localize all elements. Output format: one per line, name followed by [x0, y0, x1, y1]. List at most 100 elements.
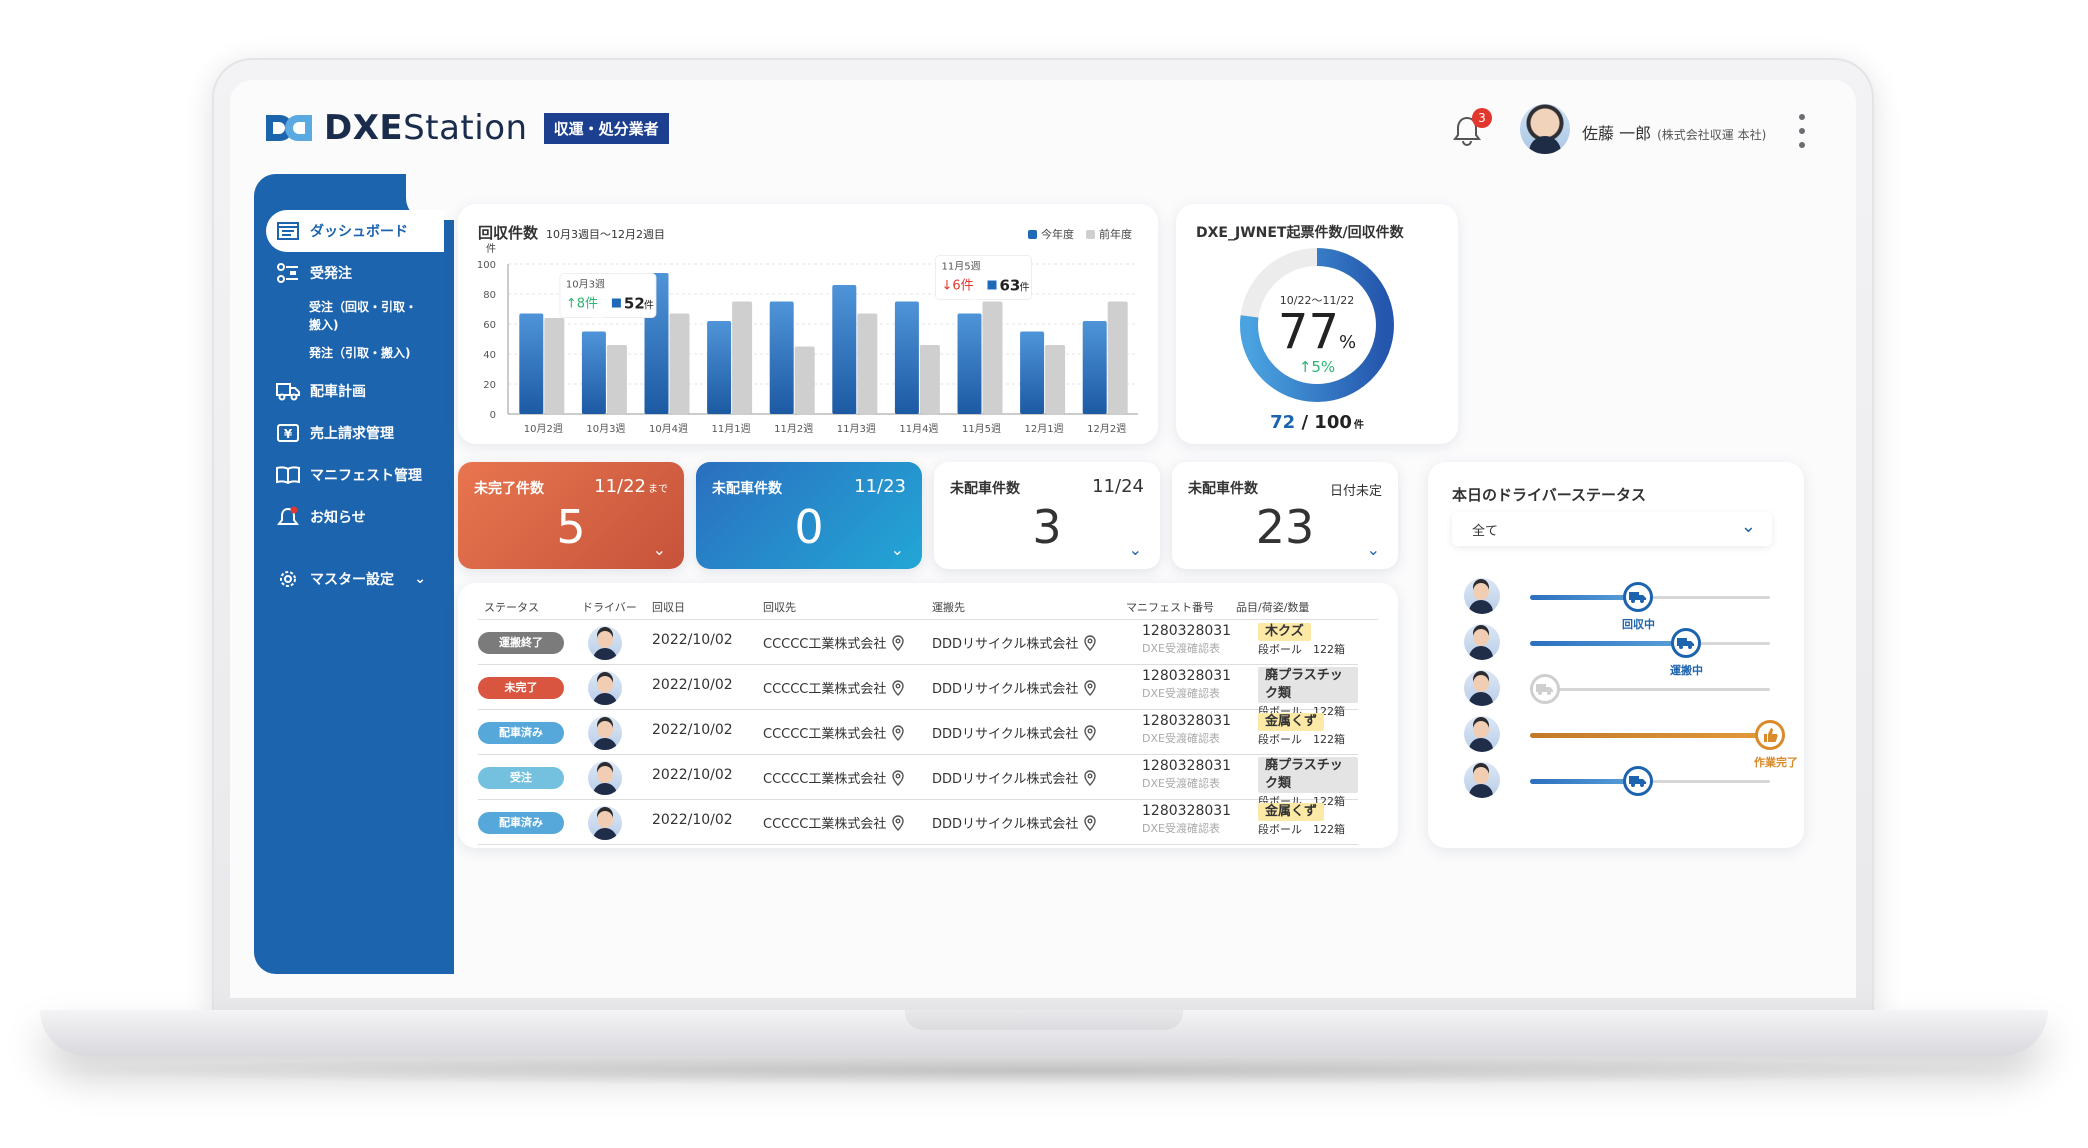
user-avatar[interactable]: [1520, 104, 1570, 154]
table-row[interactable]: 未完了 2022/10/02 CCCCC工業株式会社 DDDリサイクル株式会社 1280…: [478, 665, 1358, 718]
driver-progress-fill: [1530, 595, 1638, 600]
y-tick-label: 40: [483, 350, 496, 361]
table-header-status[interactable]: ステータス: [484, 601, 539, 614]
destination-site[interactable]: DDDリサイクル株式会社: [932, 768, 1097, 787]
manifest-number[interactable]: 1280328031 DXE受渡確認表: [1142, 667, 1231, 703]
driver-avatar[interactable]: [1464, 762, 1500, 798]
sidebar-item-news[interactable]: お知らせ: [254, 496, 444, 538]
order-icon: [276, 262, 300, 284]
destination-site[interactable]: DDDリサイクル株式会社: [932, 633, 1097, 652]
manifest-number[interactable]: 1280328031 DXE受渡確認表: [1142, 712, 1231, 748]
location-pin-icon: [1084, 680, 1097, 696]
collection-site[interactable]: CCCCC工業株式会社: [763, 813, 905, 832]
driver-avatar[interactable]: [1464, 716, 1500, 752]
tooltip-box: [559, 273, 657, 318]
collection-date: 2022/10/02: [652, 767, 733, 783]
status-badge: 未完了: [478, 677, 564, 699]
donut-percent: 77%: [1277, 304, 1357, 360]
location-pin-icon: [892, 725, 905, 741]
driver-avatar[interactable]: [1464, 670, 1500, 706]
laptop-shadow: [20, 1056, 2068, 1086]
driver-avatar[interactable]: [588, 626, 622, 660]
collection-site[interactable]: CCCCC工業株式会社: [763, 633, 905, 652]
role-badge: 収運・処分業者: [543, 112, 669, 144]
driver-avatar[interactable]: [588, 671, 622, 705]
manifest-number[interactable]: 1280328031 DXE受渡確認表: [1142, 622, 1231, 658]
sidebar-item-dashboard[interactable]: ダッシュボード: [266, 210, 444, 252]
driver-avatar[interactable]: [588, 806, 622, 840]
logo-text: DXEStation: [324, 108, 528, 148]
kpi-unassigned-1124-card[interactable]: 未配車件数 11/24 3 ⌄: [934, 462, 1160, 569]
item-info: 金属くず 段ボール 122箱: [1258, 803, 1345, 836]
sidebar-item-label: 売上請求管理: [310, 426, 394, 442]
collection-site[interactable]: CCCCC工業株式会社: [763, 768, 905, 787]
table-header-manifest[interactable]: マニフェスト番号: [1126, 601, 1214, 614]
driver-avatar[interactable]: [1464, 578, 1500, 614]
kpi-unassigned-undated-card[interactable]: 未配車件数 日付未定 23 ⌄: [1172, 462, 1398, 569]
collection-site[interactable]: CCCCC工業株式会社: [763, 723, 905, 742]
kpi-unassigned-1123-card[interactable]: 未配車件数 11/23 0 ⌄: [696, 462, 922, 569]
sidebar-item-orders[interactable]: 受発注: [254, 252, 444, 294]
sidebar-item-label: お知らせ: [310, 510, 366, 526]
location-pin-icon: [892, 770, 905, 786]
kpi-incomplete-card[interactable]: 未完了件数 11/22 まで 5 ⌄: [458, 462, 684, 569]
chevron-down-icon: ⌄: [414, 571, 426, 587]
item-info: 廃プラスチック類 段ボール 122箱: [1258, 757, 1358, 811]
bar-this-year: [707, 321, 732, 414]
user-company: (株式会社収運 本社): [1657, 128, 1767, 142]
driver-avatar[interactable]: [588, 761, 622, 795]
bar-chart: 件 100 80 60 40 20 0 10月2週 10月3週 10月4週 11月1週 11月2週 11…: [477, 243, 1138, 435]
truck-icon: [1623, 766, 1653, 796]
table-row[interactable]: 運搬終了 2022/10/02 CCCCC工業株式会社 DDDリサイクル株式会社 128…: [478, 620, 1358, 665]
gear-icon: [276, 568, 300, 590]
donut-count: 72 / 100 件: [1270, 412, 1364, 433]
destination-site[interactable]: DDDリサイクル株式会社: [932, 723, 1097, 742]
table-header-item[interactable]: 品目/荷姿/数量: [1236, 601, 1310, 614]
sidebar-item-billing[interactable]: ¥ 売上請求管理: [254, 412, 444, 454]
table-header-date[interactable]: 回収日: [652, 601, 685, 614]
collection-site[interactable]: CCCCC工業株式会社: [763, 678, 905, 697]
app-logo[interactable]: DXEStation 収運・処分業者: [264, 108, 669, 148]
table-header-driver[interactable]: ドライバー: [582, 601, 637, 614]
sidebar-item-dispatch[interactable]: 配車計画: [254, 370, 444, 412]
table-row[interactable]: 配車済み 2022/10/02 CCCCC工業株式会社 DDDリサイクル株式会社 128…: [478, 800, 1358, 845]
driver-progress-track: [1530, 674, 1770, 704]
dashboard-icon: [276, 220, 300, 242]
destination-site[interactable]: DDDリサイクル株式会社: [932, 678, 1097, 697]
legend-item-this-year[interactable]: 今年度: [1028, 226, 1074, 242]
manifest-number[interactable]: 1280328031 DXE受渡確認表: [1142, 757, 1231, 793]
location-pin-icon: [1084, 635, 1097, 651]
driver-avatar[interactable]: [1464, 624, 1500, 660]
bar-last-year: [794, 346, 815, 414]
table-header-from[interactable]: 回収先: [763, 601, 796, 614]
item-tag: 金属くず: [1258, 803, 1325, 821]
sidebar-subitem-receive[interactable]: 受注（回収・引取・ 搬入): [309, 300, 418, 332]
y-tick-label: 0: [490, 410, 496, 421]
truck-icon: [1530, 674, 1560, 704]
sidebar-item-master[interactable]: マスター設定 ⌄: [254, 558, 444, 600]
manifest-number[interactable]: 1280328031 DXE受渡確認表: [1142, 802, 1231, 838]
table-header-to[interactable]: 運搬先: [932, 601, 965, 614]
donut-title: DXE_JWNET起票件数/回収件数: [1196, 225, 1404, 241]
sidebar-item-manifest[interactable]: マニフェスト管理: [254, 454, 444, 496]
user-name[interactable]: 佐藤 一郎 (株式会社収運 本社): [1582, 120, 1766, 144]
sidebar: [254, 174, 454, 974]
chevron-down-icon: ⌄: [1740, 516, 1756, 537]
destination-site[interactable]: DDDリサイクル株式会社: [932, 813, 1097, 832]
kpi-label: 未配車件数: [950, 481, 1020, 497]
item-tag: 廃プラスチック類: [1258, 667, 1358, 703]
legend-item-last-year[interactable]: 前年度: [1086, 226, 1132, 242]
y-axis-label: 件: [486, 243, 496, 255]
more-menu-icon[interactable]: [1798, 114, 1806, 148]
location-pin-icon: [1084, 770, 1097, 786]
laptop-notch: [905, 1010, 1183, 1030]
table-row[interactable]: 配車済み 2022/10/02 CCCCC工業株式会社 DDDリサイクル株式会社 128…: [478, 710, 1358, 755]
bar-last-year: [544, 318, 565, 414]
table-row[interactable]: 受注 2022/10/02 CCCCC工業株式会社 DDDリサイクル株式会社 12803…: [478, 755, 1358, 808]
driver-filter-select[interactable]: 全て ⌄: [1452, 512, 1772, 546]
driver-avatar[interactable]: [588, 716, 622, 750]
item-tag: 木クズ: [1258, 623, 1311, 641]
sidebar-subitem-place[interactable]: 発注（引取・搬入): [309, 346, 411, 360]
kpi-label: 未配車件数: [1188, 481, 1258, 497]
tooltip-box: [935, 255, 1032, 300]
